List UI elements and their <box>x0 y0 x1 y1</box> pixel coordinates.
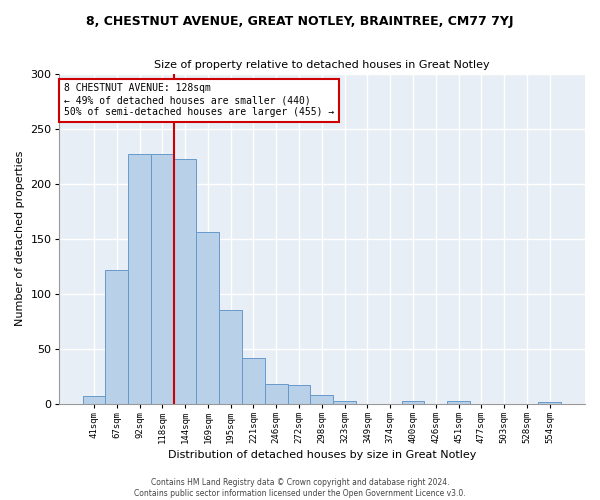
Y-axis label: Number of detached properties: Number of detached properties <box>15 151 25 326</box>
Bar <box>242 358 265 404</box>
Bar <box>310 395 333 404</box>
X-axis label: Distribution of detached houses by size in Great Notley: Distribution of detached houses by size … <box>167 450 476 460</box>
Bar <box>401 400 424 404</box>
Text: 8 CHESTNUT AVENUE: 128sqm
← 49% of detached houses are smaller (440)
50% of semi: 8 CHESTNUT AVENUE: 128sqm ← 49% of detac… <box>64 84 334 116</box>
Bar <box>219 310 242 404</box>
Bar <box>106 270 128 404</box>
Bar <box>83 396 106 404</box>
Bar <box>128 154 151 404</box>
Bar <box>173 160 196 404</box>
Text: 8, CHESTNUT AVENUE, GREAT NOTLEY, BRAINTREE, CM77 7YJ: 8, CHESTNUT AVENUE, GREAT NOTLEY, BRAINT… <box>86 15 514 28</box>
Bar <box>447 400 470 404</box>
Text: Contains HM Land Registry data © Crown copyright and database right 2024.
Contai: Contains HM Land Registry data © Crown c… <box>134 478 466 498</box>
Bar <box>287 385 310 404</box>
Bar <box>538 402 561 404</box>
Bar <box>265 384 287 404</box>
Bar <box>196 232 219 404</box>
Title: Size of property relative to detached houses in Great Notley: Size of property relative to detached ho… <box>154 60 490 70</box>
Bar <box>151 154 173 404</box>
Bar <box>333 400 356 404</box>
